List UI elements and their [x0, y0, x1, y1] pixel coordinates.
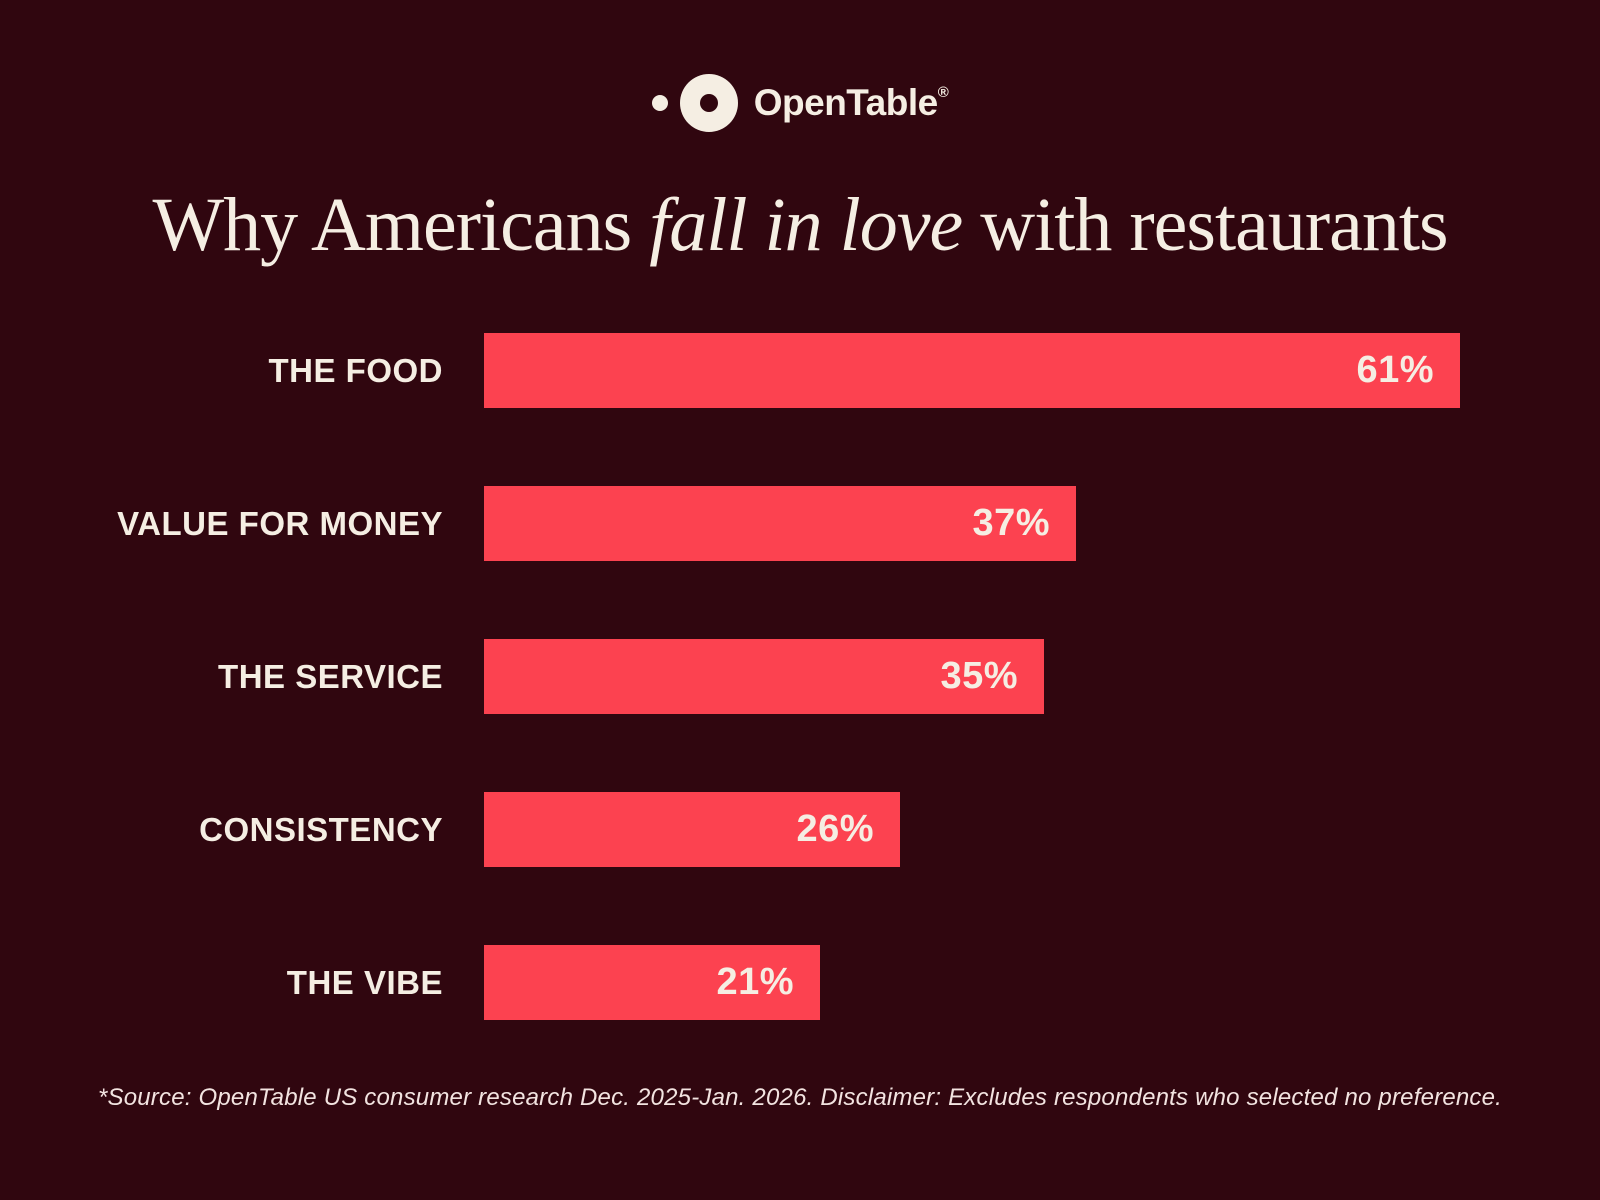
bar: 26%: [484, 792, 900, 868]
category-label: THE SERVICE: [218, 657, 443, 695]
value-label: 61%: [1356, 349, 1434, 392]
bar: 21%: [484, 945, 820, 1021]
category-label: VALUE FOR MONEY: [117, 504, 443, 542]
category-label: THE VIBE: [286, 963, 443, 1001]
bar-row-the-vibe: THE VIBE 21%: [0, 945, 1600, 1021]
bar-row-the-service: THE SERVICE 35%: [0, 639, 1600, 715]
bar-row-the-food: THE FOOD 61%: [0, 333, 1600, 409]
value-label: 35%: [940, 655, 1018, 698]
category-label: THE FOOD: [268, 351, 443, 389]
title-emphasis: fall in love: [649, 183, 963, 267]
bar-row-value-for-money: VALUE FOR MONEY 37%: [0, 486, 1600, 562]
brand-header: OpenTable®: [0, 0, 1600, 132]
opentable-logo-icon: [651, 74, 738, 132]
source-note: *Source: OpenTable US consumer research …: [97, 1084, 1503, 1112]
registered-mark: ®: [937, 84, 949, 101]
logo-donut-icon: [679, 74, 738, 132]
title-prefix: Why Americans: [152, 183, 650, 267]
logo-dot-icon: [651, 95, 668, 111]
brand-name: OpenTable®: [754, 82, 949, 124]
category-label: CONSISTENCY: [199, 810, 443, 848]
bar-row-consistency: CONSISTENCY 26%: [0, 792, 1600, 868]
value-label: 21%: [716, 961, 794, 1004]
page-title: Why Americans fall in love with restaura…: [0, 182, 1600, 269]
bar: 35%: [484, 639, 1044, 715]
value-label: 37%: [972, 502, 1050, 545]
bar: 61%: [484, 333, 1460, 409]
value-label: 26%: [796, 808, 874, 851]
bar-chart: THE FOOD 61% VALUE FOR MONEY 37% THE SER…: [0, 333, 1600, 1021]
title-suffix: with restaurants: [962, 183, 1448, 267]
brand-text: OpenTable: [753, 82, 938, 123]
bar: 37%: [484, 486, 1076, 562]
